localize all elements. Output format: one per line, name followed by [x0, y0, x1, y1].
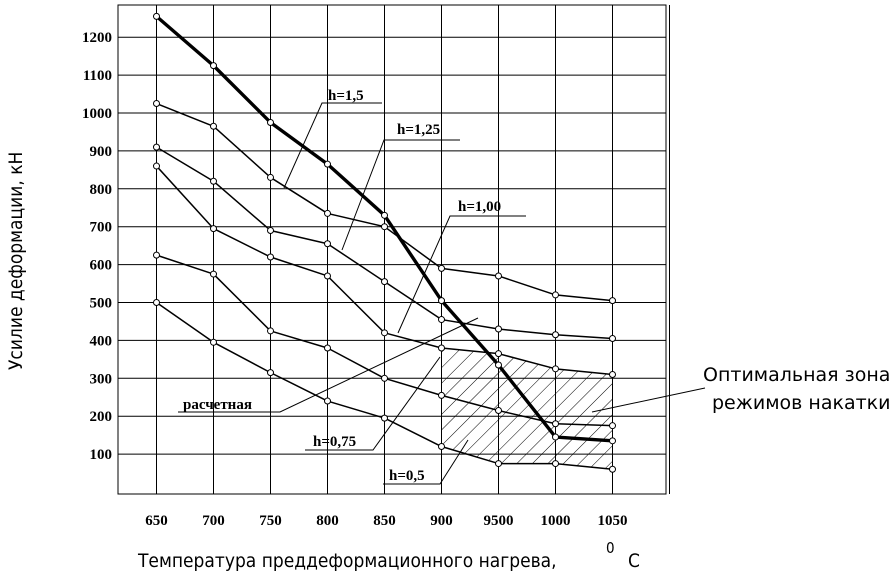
x-tick-label: 750	[259, 513, 282, 529]
data-point	[381, 414, 388, 422]
data-point	[381, 329, 388, 337]
data-point	[210, 338, 217, 346]
data-point	[495, 325, 502, 333]
x-tick-label: 800	[316, 513, 339, 529]
data-point	[267, 253, 274, 261]
data-point	[267, 226, 274, 234]
y-tick-label: 1000	[82, 106, 112, 122]
data-point	[381, 223, 388, 231]
leader-calculated	[178, 317, 479, 413]
series-label: h=1,00	[458, 199, 501, 215]
data-point	[609, 422, 616, 430]
data-point	[381, 211, 388, 219]
data-point	[381, 278, 388, 286]
data-point	[324, 272, 331, 280]
data-point	[552, 433, 559, 441]
data-point	[495, 272, 502, 280]
tick-labels: 100 200 300 400 500 600 700 800 900 1000 1100 1200 6…	[82, 30, 628, 529]
y-tick-label: 300	[90, 371, 113, 387]
data-point	[609, 335, 616, 343]
series-label: h=1,5	[328, 88, 364, 104]
data-point	[438, 391, 445, 399]
x-tick-label: 700	[202, 513, 225, 529]
x-tick-label: 9500	[484, 513, 514, 529]
x-tick-label: 900	[430, 513, 453, 529]
y-tick-label: 600	[90, 258, 113, 274]
y-tick-label: 1100	[83, 68, 112, 84]
plot-border	[117, 4, 667, 495]
x-tick-label: 1050	[598, 513, 628, 529]
data-point	[153, 12, 160, 20]
y-tick-label: 1200	[82, 30, 112, 46]
data-point	[153, 162, 160, 170]
x-axis-unit-degree: 0	[606, 539, 615, 557]
data-point	[210, 177, 217, 185]
annotation-line-2: режимов накатки	[712, 392, 891, 414]
data-point	[495, 407, 502, 415]
data-point	[495, 460, 502, 468]
data-point	[552, 291, 559, 299]
y-tick-label: 800	[90, 182, 113, 198]
y-tick-label: 500	[90, 296, 113, 312]
y-tick-label: 200	[90, 409, 113, 425]
data-point	[153, 251, 160, 259]
data-point	[609, 371, 616, 379]
series-markers	[153, 12, 616, 473]
data-point	[267, 173, 274, 181]
data-point	[153, 299, 160, 306]
series-labels: h=1,5 h=1,25 h=1,00 h=0,75 h=0,5 расчетная	[183, 88, 501, 484]
data-point	[438, 316, 445, 324]
data-point	[438, 344, 445, 352]
x-tick-label: 650	[145, 513, 168, 529]
data-point	[438, 443, 445, 451]
leader-h-1-25	[341, 139, 460, 251]
data-point	[552, 365, 559, 373]
data-point	[552, 331, 559, 339]
annotation-leader	[591, 387, 706, 413]
data-point	[324, 209, 331, 217]
leader-h-1-5	[283, 102, 382, 189]
data-point	[552, 460, 559, 468]
data-point	[495, 350, 502, 358]
series-label: h=0,5	[389, 468, 425, 484]
data-point	[609, 465, 616, 473]
data-point	[381, 374, 388, 382]
leader-h-0-5	[383, 439, 469, 485]
data-point	[267, 369, 274, 377]
series-label: расчетная	[183, 397, 252, 413]
x-axis-label: Температура преддеформационного нагрева,	[137, 550, 557, 572]
data-point	[267, 327, 274, 335]
data-point	[609, 437, 616, 445]
data-point	[324, 240, 331, 248]
x-axis-unit: С	[628, 550, 640, 572]
data-point	[210, 122, 217, 130]
data-point	[153, 143, 160, 151]
data-point	[438, 264, 445, 272]
y-axis-label: Усилие деформации, кН	[5, 152, 27, 370]
data-point	[153, 100, 160, 108]
data-point	[210, 62, 217, 70]
annotation-line-1: Оптимальная зона	[703, 364, 890, 386]
data-point	[324, 344, 331, 352]
y-tick-label: 400	[90, 333, 113, 349]
data-point	[210, 225, 217, 233]
y-tick-label: 700	[90, 220, 113, 236]
leader-h-1-00	[397, 215, 526, 334]
y-tick-label: 900	[90, 144, 113, 160]
data-point	[609, 297, 616, 305]
series-label: h=0,75	[313, 434, 356, 450]
data-point	[324, 397, 331, 405]
y-tick-label: 100	[90, 447, 113, 463]
data-point	[324, 160, 331, 168]
data-point	[495, 361, 502, 369]
data-point	[552, 420, 559, 428]
x-tick-label: 1000	[541, 513, 571, 529]
data-point	[267, 118, 274, 126]
x-tick-label: 850	[373, 513, 396, 529]
label-leader-lines	[178, 102, 526, 485]
data-point	[210, 270, 217, 278]
data-point	[438, 297, 445, 305]
series-label: h=1,25	[397, 122, 440, 138]
